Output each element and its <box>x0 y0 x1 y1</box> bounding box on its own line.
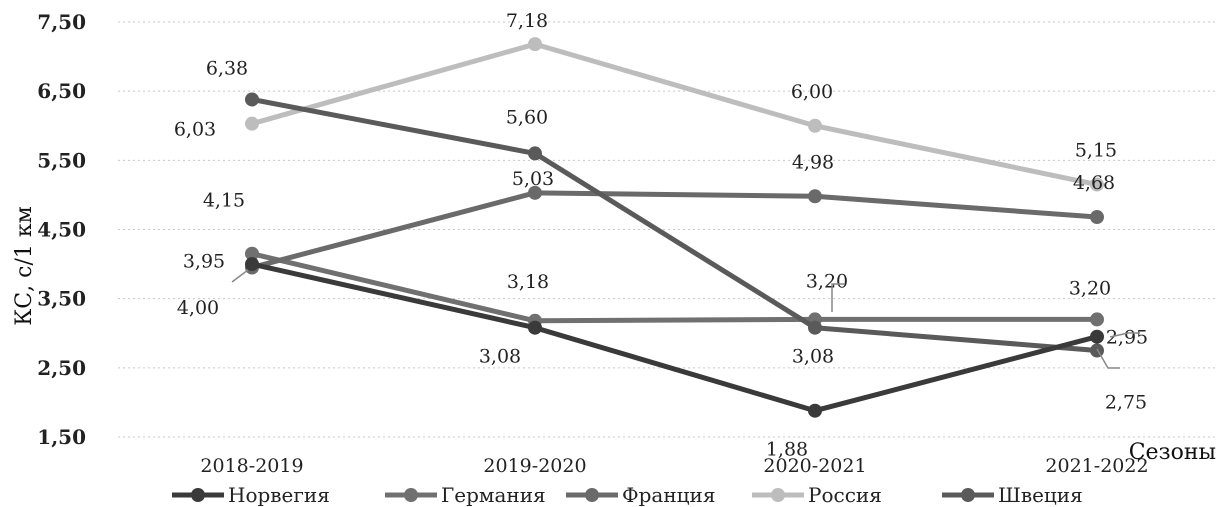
data-point <box>528 320 542 335</box>
legend-label: Норвегия <box>228 483 330 507</box>
leader-line <box>1096 348 1120 369</box>
legend: Норвегия Германия Франция Россия Швеция <box>172 483 1083 507</box>
data-point <box>808 403 822 418</box>
data-label: 3,20 <box>1069 277 1111 299</box>
x-tick-label: 2019-2020 <box>483 455 586 477</box>
x-tick-label: 2021-2022 <box>1045 455 1148 477</box>
y-axis-title: КС, с/1 км <box>12 206 37 325</box>
y-tick-label: 2,50 <box>37 356 86 380</box>
data-point <box>1090 312 1104 327</box>
data-point <box>245 92 259 107</box>
x-tick-label: 2020-2021 <box>763 455 866 477</box>
data-label: 3,18 <box>507 271 549 293</box>
data-point <box>808 189 822 204</box>
y-tick-label: 7,50 <box>37 10 86 34</box>
data-label: 4,00 <box>177 297 219 319</box>
data-label: 6,00 <box>791 81 833 103</box>
data-point <box>808 118 822 133</box>
data-label: 7,18 <box>506 10 548 32</box>
leader-line <box>831 283 845 312</box>
data-point <box>245 257 259 272</box>
y-tick-label: 6,50 <box>37 79 86 103</box>
leader-line <box>1109 332 1140 338</box>
x-tick-labels: 2018-2019 2019-2020 2020-2021 2021-2022 <box>200 455 1148 477</box>
data-label: 3,20 <box>806 270 848 292</box>
y-tick-label: 4,50 <box>37 218 86 242</box>
data-label: 6,38 <box>206 57 248 79</box>
legend-swatch-marker <box>771 488 785 502</box>
data-label: 4,15 <box>203 190 245 212</box>
data-label: 2,95 <box>1106 327 1148 349</box>
series-lines <box>245 37 1104 418</box>
y-tick-label: 3,50 <box>37 287 86 311</box>
data-label: 2,75 <box>1105 392 1147 414</box>
data-point <box>1090 210 1104 225</box>
data-label: 4,68 <box>1073 172 1115 194</box>
series-line <box>251 261 1098 414</box>
data-label: 5,60 <box>506 106 548 128</box>
legend-swatch-marker <box>961 488 975 502</box>
y-tick-labels: 1,50 2,50 3,50 4,50 5,50 6,50 7,50 <box>37 10 86 449</box>
data-point <box>528 185 542 200</box>
data-label: 5,15 <box>1075 140 1117 162</box>
legend-label: Россия <box>808 483 882 507</box>
data-point <box>1090 343 1104 358</box>
x-axis-title: Сезоны <box>1129 440 1216 465</box>
data-point <box>1090 177 1104 192</box>
data-point <box>245 116 259 131</box>
data-label: 1,88 <box>766 439 808 461</box>
data-label: 3,08 <box>479 346 521 368</box>
series-line <box>251 97 1098 354</box>
legend-swatch-marker <box>585 488 599 502</box>
y-tick-label: 1,50 <box>37 425 86 449</box>
data-point <box>528 37 542 52</box>
data-label: 6,03 <box>174 119 216 141</box>
data-label: 5,03 <box>512 168 554 190</box>
legend-swatch-marker <box>191 488 205 502</box>
data-label: 3,08 <box>792 346 834 368</box>
data-point <box>528 146 542 161</box>
legend-label: Германия <box>441 483 546 507</box>
data-label: 4,98 <box>792 151 834 173</box>
legend-label: Франция <box>622 483 715 507</box>
x-tick-label: 2018-2019 <box>200 455 303 477</box>
legend-swatch-marker <box>404 488 418 502</box>
data-point <box>1090 329 1104 344</box>
data-labels: 4,00 3,08 1,88 2,95 4,15 3,18 3,20 3,20 3,95 5,03… <box>174 10 1148 461</box>
data-point <box>808 320 822 335</box>
data-label: 3,95 <box>183 251 225 273</box>
series-line <box>251 41 1098 187</box>
series-line <box>251 251 1097 324</box>
series-line <box>251 190 1098 270</box>
legend-label: Швеция <box>998 483 1083 507</box>
data-point <box>245 246 259 261</box>
leader-line <box>231 269 249 283</box>
y-tick-label: 5,50 <box>37 148 86 172</box>
